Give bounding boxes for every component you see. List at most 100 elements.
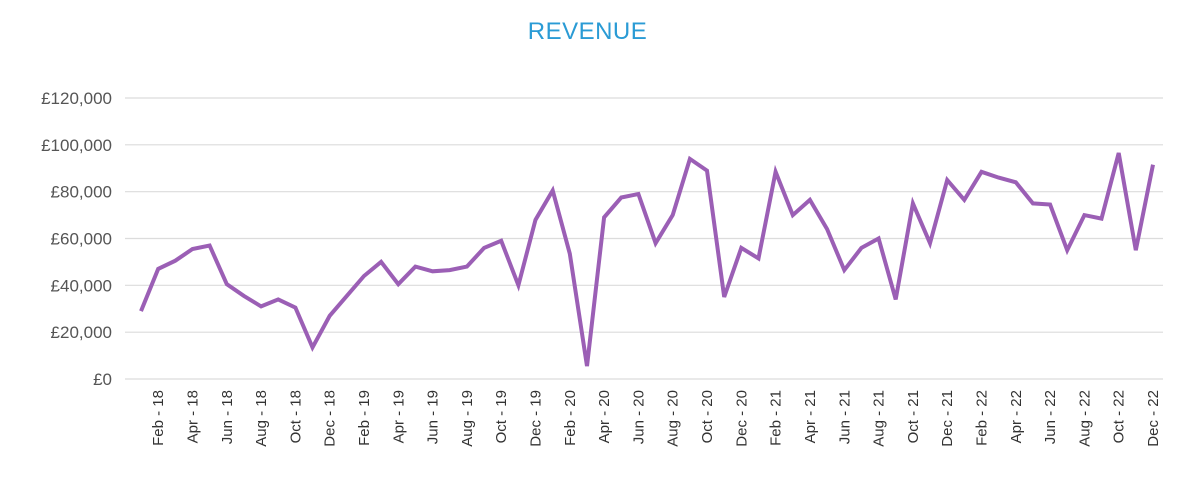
x-tick-label: Aug - 20 xyxy=(665,390,682,447)
x-tick-label: Dec - 22 xyxy=(1145,390,1162,447)
data-point xyxy=(739,246,743,250)
x-tick-label: Apr - 18 xyxy=(184,390,201,443)
data-point xyxy=(259,304,263,308)
data-point xyxy=(208,244,212,248)
data-point xyxy=(825,227,829,231)
y-tick-label: £120,000 xyxy=(41,89,112,108)
data-point xyxy=(997,176,1001,180)
data-point xyxy=(311,345,315,349)
data-point xyxy=(293,306,297,310)
data-point xyxy=(1031,201,1035,205)
data-point xyxy=(482,246,486,250)
x-tick-label: Aug - 18 xyxy=(253,390,270,447)
x-tick-label: Jun - 18 xyxy=(219,390,236,444)
data-point xyxy=(413,265,417,269)
data-point xyxy=(980,170,984,174)
data-point xyxy=(396,282,400,286)
y-tick-label: £20,000 xyxy=(51,323,112,342)
x-tick-label: Dec - 21 xyxy=(939,390,956,447)
data-point xyxy=(671,213,675,217)
x-tick-label: Feb - 18 xyxy=(150,390,167,446)
data-point xyxy=(534,218,538,222)
data-point xyxy=(619,196,623,200)
data-point xyxy=(191,247,195,251)
x-tick-label: Jun - 19 xyxy=(425,390,442,444)
x-tick-label: Jun - 22 xyxy=(1042,390,1059,444)
x-tick-label: Aug - 22 xyxy=(1076,390,1093,447)
data-point xyxy=(345,294,349,298)
data-point xyxy=(602,215,606,219)
x-tick-label: Dec - 20 xyxy=(733,390,750,447)
x-tick-label: Oct - 20 xyxy=(699,390,716,443)
data-point xyxy=(894,297,898,301)
x-tick-label: Oct - 19 xyxy=(493,390,510,443)
x-tick-label: Dec - 19 xyxy=(528,390,545,447)
data-point xyxy=(585,364,589,368)
y-tick-label: £80,000 xyxy=(51,183,112,202)
data-point xyxy=(774,170,778,174)
x-tick-label: Aug - 19 xyxy=(459,390,476,447)
data-point xyxy=(654,241,658,245)
y-tick-label: £100,000 xyxy=(41,136,112,155)
x-tick-label: Oct - 22 xyxy=(1111,390,1128,443)
x-tick-label: Feb - 20 xyxy=(562,390,579,446)
data-point xyxy=(945,178,949,182)
data-point xyxy=(1014,180,1018,184)
data-point xyxy=(448,268,452,272)
x-tick-label: Feb - 21 xyxy=(768,390,785,446)
data-point xyxy=(842,268,846,272)
data-point xyxy=(808,198,812,202)
data-point xyxy=(362,274,366,278)
y-tick-label: £0 xyxy=(93,370,112,389)
data-point xyxy=(705,169,709,173)
data-point xyxy=(1134,248,1138,252)
data-point xyxy=(551,189,555,193)
data-point xyxy=(1065,248,1069,252)
data-point xyxy=(173,259,177,263)
data-point xyxy=(1048,203,1052,207)
data-point xyxy=(156,267,160,271)
data-point xyxy=(1082,213,1086,217)
y-tick-label: £60,000 xyxy=(51,230,112,249)
data-point xyxy=(791,213,795,217)
data-point xyxy=(636,192,640,196)
data-point xyxy=(877,237,881,241)
data-point xyxy=(1100,217,1104,221)
data-point xyxy=(499,239,503,243)
data-point xyxy=(962,198,966,202)
data-point xyxy=(276,297,280,301)
x-tick-label: Feb - 19 xyxy=(356,390,373,446)
data-point xyxy=(757,256,761,260)
x-tick-label: Apr - 19 xyxy=(390,390,407,443)
data-point xyxy=(242,294,246,298)
data-point xyxy=(516,283,520,287)
data-point xyxy=(688,157,692,161)
x-tick-label: Oct - 21 xyxy=(905,390,922,443)
data-point xyxy=(928,241,932,245)
data-point xyxy=(225,282,229,286)
data-point xyxy=(568,252,572,256)
x-tick-label: Apr - 20 xyxy=(596,390,613,443)
data-point xyxy=(328,314,332,318)
data-point xyxy=(911,201,915,205)
data-point xyxy=(1117,151,1121,155)
data-point xyxy=(431,269,435,273)
data-point xyxy=(379,260,383,264)
x-tick-label: Jun - 21 xyxy=(836,390,853,444)
y-tick-label: £40,000 xyxy=(51,276,112,295)
x-tick-label: Aug - 21 xyxy=(871,390,888,447)
x-tick-label: Apr - 21 xyxy=(802,390,819,443)
x-tick-label: Apr - 22 xyxy=(1008,390,1025,443)
x-tick-label: Oct - 18 xyxy=(287,390,304,443)
series-line xyxy=(139,152,1155,367)
data-point xyxy=(1151,163,1155,167)
x-tick-label: Jun - 20 xyxy=(630,390,647,444)
chart-title: REVENUE xyxy=(527,18,648,45)
data-point xyxy=(139,309,143,313)
data-point xyxy=(465,265,469,269)
x-tick-label: Feb - 22 xyxy=(973,390,990,446)
x-tick-label: Dec - 18 xyxy=(322,390,339,447)
data-point xyxy=(859,246,863,250)
